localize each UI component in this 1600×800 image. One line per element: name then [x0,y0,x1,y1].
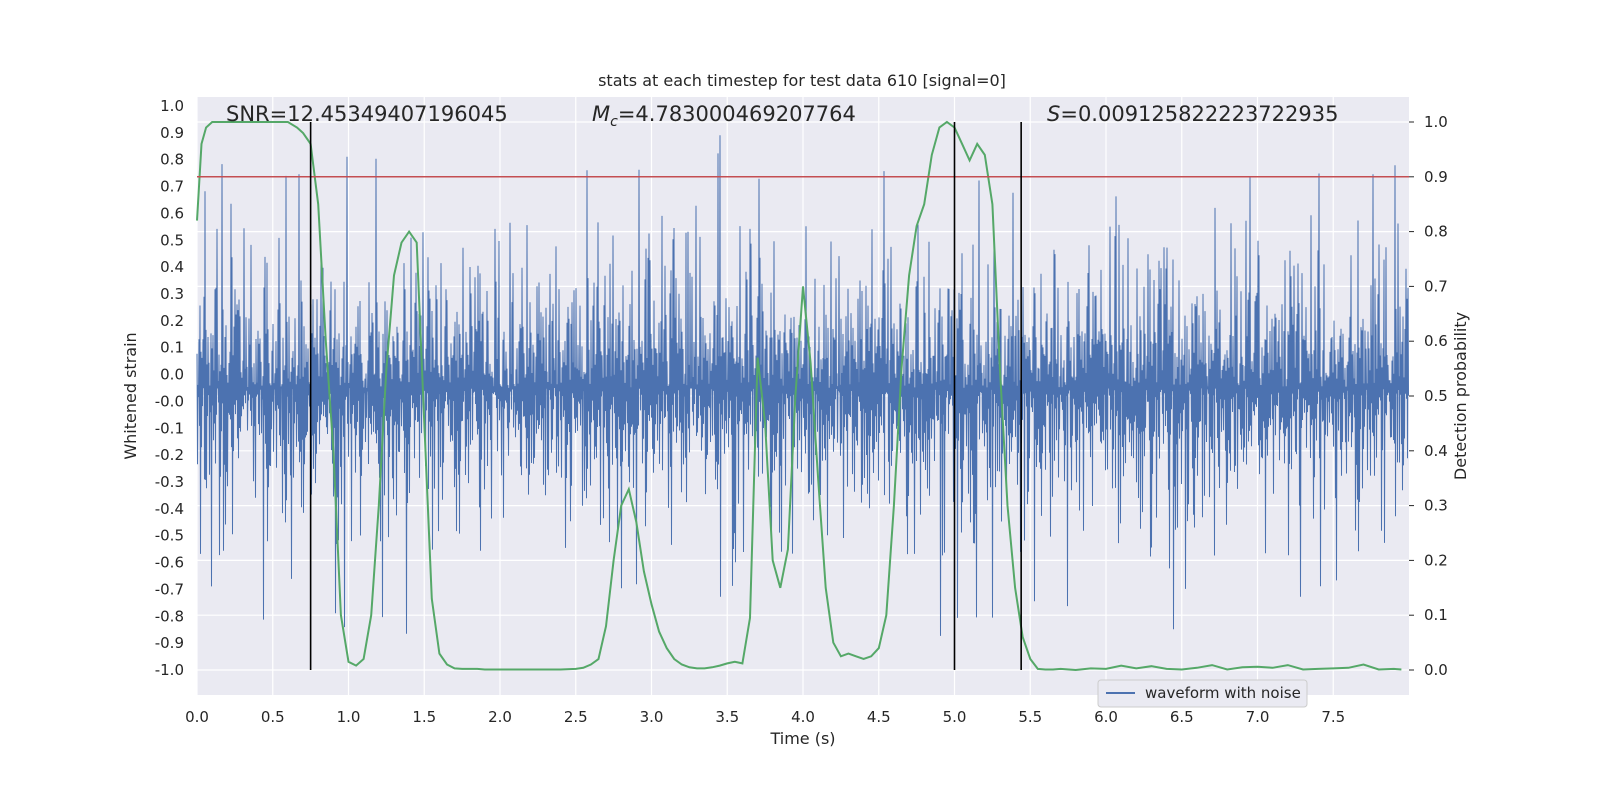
y-tick-label: 0.5 [160,231,184,249]
y-tick-label: -0.8 [155,607,184,625]
s-symbol: S [1047,102,1060,126]
y-tick-label: 0.2 [160,312,184,330]
legend: waveform with noise [1097,679,1308,708]
x-axis-label: Time (s) [769,729,835,748]
x-tick-label: 1.0 [337,708,361,726]
reference-lines [197,122,1409,670]
y-tick-label: -0.2 [155,446,184,464]
legend-label: waveform with noise [1145,684,1301,702]
mc-symbol: M [592,102,610,126]
probability-series [196,120,1402,672]
x-tick-label: 1.5 [412,708,436,726]
x-tick-label: 5.5 [1018,708,1042,726]
mc-value: =4.783000469207764 [618,102,856,126]
chart-title: stats at each timestep for test data 610… [598,71,1006,90]
s-value: =0.009125822223722935 [1060,102,1338,126]
y-tick-label: 0.9 [160,124,184,142]
mc-subscript: c [610,114,618,130]
y-tick-label: -0.1 [155,419,184,437]
y2-tick-label: 0.1 [1424,606,1448,624]
x-tick-label: 5.0 [943,708,967,726]
x-tick-label: 6.5 [1170,708,1194,726]
y-tick-label: -0.3 [155,473,184,491]
y-tick-label: 0.8 [160,151,184,169]
y-tick-label: -0.6 [155,554,184,572]
y-tick-label: 0.4 [160,258,184,276]
y2-tick-label: 0.0 [1424,661,1448,679]
snr-annotation: SNR=12.45349407196045 [226,102,508,126]
y-tick-label: 0.7 [160,178,184,196]
waveform-line [196,135,1409,636]
y-tick-label: 1.0 [160,97,184,115]
y-tick-label: -1.0 [155,661,184,679]
y-tick-label: -0.0 [155,392,184,410]
y-tick-label: 0.1 [160,339,184,357]
x-tick-label: 3.0 [640,708,664,726]
y2-tick-label: 0.2 [1424,551,1448,569]
y2-tick-labels: 1.0 0.9 0.8 0.7 0.6 0.5 0.4 0.3 0.2 0.1 0.0 [1409,113,1448,679]
x-tick-label: 4.0 [791,708,815,726]
y2-tick-label: 0.3 [1424,497,1448,515]
y2-tick-label: 0.8 [1424,223,1448,241]
x-tick-label: 0.0 [185,708,209,726]
x-tick-label: 2.5 [564,708,588,726]
probability-line [196,120,1402,672]
s-annotation: S=0.009125822223722935 [1047,102,1338,126]
x-tick-label: 7.5 [1321,708,1345,726]
x-tick-labels: 0.0 0.5 1.0 1.5 2.0 2.5 3.0 3.5 4.0 4.5 5.0 5.5 6.0 6… [185,708,1345,726]
y2-tick-label: 0.4 [1424,442,1448,460]
y-tick-labels: 1.0 0.9 0.8 0.7 0.6 0.5 0.4 0.3 0.2 0.1 0.0 -0.0 -0.… [155,97,184,679]
y-tick-label: -0.4 [155,500,184,518]
x-tick-label: 6.0 [1094,708,1118,726]
x-tick-label: 7.0 [1246,708,1270,726]
y2-tick-label: 0.5 [1424,387,1448,405]
y-tick-label: -0.5 [155,527,184,545]
mc-annotation: Mc=4.783000469207764 [592,102,856,130]
y-tick-label: -0.7 [155,580,184,598]
x-tick-label: 4.5 [867,708,891,726]
y2-tick-label: 0.7 [1424,277,1448,295]
y-tick-label: 0.6 [160,204,184,222]
y2-axis-label: Detection probability [1451,312,1470,480]
x-tick-label: 0.5 [261,708,285,726]
x-tick-label: 2.0 [488,708,512,726]
x-tick-label: 3.5 [715,708,739,726]
legend-box [1097,679,1308,708]
waveform-series [196,135,1409,636]
y-tick-label: -0.9 [155,634,184,652]
y-axis-label: Whitened strain [121,332,140,459]
y2-tick-label: 1.0 [1424,113,1448,131]
y-tick-label: 0.3 [160,285,184,303]
y2-tick-label: 0.9 [1424,168,1448,186]
y-tick-label: 0.0 [160,366,184,384]
y2-tick-label: 0.6 [1424,332,1448,350]
